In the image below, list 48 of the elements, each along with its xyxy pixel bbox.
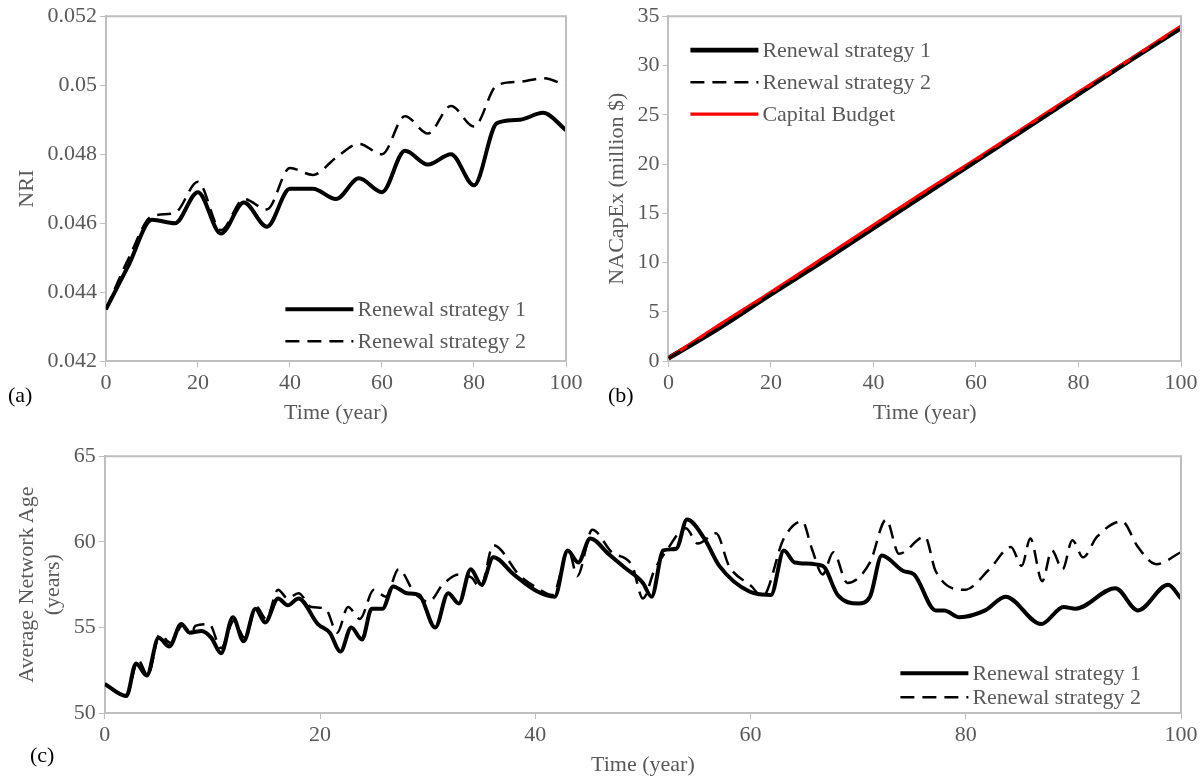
- x-tick-label: 100: [1164, 369, 1198, 395]
- y-tick-label: 0.044: [47, 277, 97, 303]
- legend-label: Renewal strategy 1: [972, 659, 1141, 685]
- x-tick-label: 20: [309, 721, 332, 747]
- text: (b): [608, 382, 634, 408]
- legend-label: Capital Budget: [762, 100, 895, 126]
- y-tick-label: 25: [637, 100, 660, 126]
- x-tick-label: 60: [964, 369, 987, 395]
- y-axis-title: NRI: [12, 169, 38, 208]
- legend-label: Renewal strategy 1: [762, 36, 932, 62]
- x-tick-label: 20: [759, 369, 782, 395]
- y-tick-label: 35: [637, 1, 660, 27]
- x-tick-label: 60: [370, 369, 393, 395]
- x-tick-label: 100: [1164, 721, 1198, 747]
- x-tick-label: 40: [862, 369, 885, 395]
- y-tick-label: 20: [637, 149, 660, 175]
- y-tick-label: 0.048: [47, 139, 97, 165]
- text: (a): [8, 382, 33, 408]
- x-axis-title: Time (year): [872, 398, 977, 424]
- y-tick-label: 0: [648, 346, 660, 372]
- y-tick-label: 0.042: [47, 346, 97, 372]
- y-tick-label: 50: [73, 698, 96, 724]
- x-tick-label: 80: [462, 369, 485, 395]
- x-axis-title: Time (year): [284, 398, 388, 424]
- y-tick-label: 10: [637, 248, 660, 274]
- x-tick-label: 60: [739, 721, 762, 747]
- legend-label: Renewal strategy 1: [357, 295, 526, 321]
- text: (c): [30, 742, 55, 768]
- y-tick-label: 60: [73, 527, 96, 553]
- x-tick-label: 20: [186, 369, 209, 395]
- legend-label: Renewal strategy 2: [762, 68, 932, 94]
- x-tick-label: 100: [549, 369, 583, 395]
- y-tick-label: 0.05: [58, 70, 97, 96]
- y-tick-label: 65: [73, 441, 96, 467]
- y-tick-label: 55: [73, 613, 96, 639]
- y-tick-label: 0.046: [47, 208, 97, 234]
- y-axis-title: NACapEx (million $): [602, 92, 628, 285]
- y-axis-title: Average Network Age (years): [12, 486, 65, 683]
- y-tick-label: 15: [637, 199, 660, 225]
- x-tick-label: 40: [524, 721, 547, 747]
- x-tick-label: 80: [1067, 369, 1090, 395]
- legend-label: Renewal strategy 2: [357, 327, 526, 353]
- x-axis-title: Time (year): [591, 750, 695, 776]
- y-tick-label: 30: [637, 51, 660, 77]
- y-tick-label: 5: [648, 297, 660, 323]
- x-tick-label: 40: [278, 369, 301, 395]
- y-tick-label: 0.052: [47, 1, 97, 27]
- x-tick-label: 80: [954, 721, 977, 747]
